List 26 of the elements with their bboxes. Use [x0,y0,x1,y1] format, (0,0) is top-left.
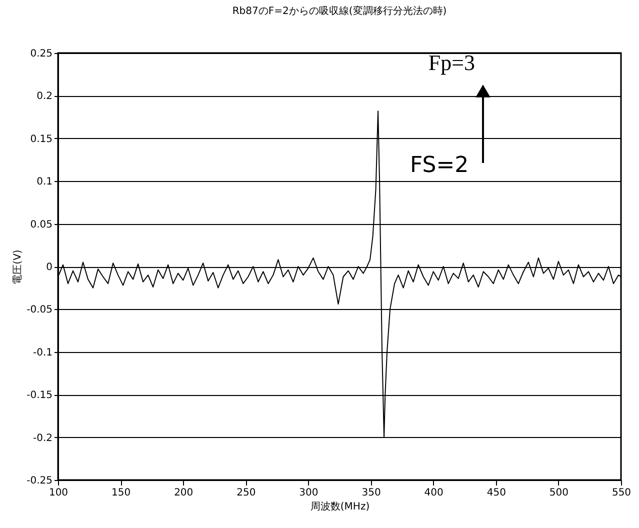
y-axis-title: 電圧(V) [12,250,24,284]
y-tick-label: -0.15 [26,390,52,402]
y-tick-label: -0.2 [32,432,52,444]
x-tick-label: 500 [549,488,568,498]
y-tick-label: 0.15 [30,134,52,145]
annotation: Fp=3 [428,50,475,75]
y-tick-label: 0.2 [36,91,52,102]
y-tick-label: 0.25 [30,48,52,60]
x-tick-label: 150 [112,488,131,498]
x-tick-label: 550 [612,488,632,498]
y-tick-label: 0 [46,262,52,273]
y-tick-label: -0.1 [32,347,52,358]
x-tick-label: 250 [236,488,256,498]
x-tick-label: 100 [48,488,68,498]
x-axis-title: 周波数(MHz) [310,500,370,512]
y-tick-label: -0.25 [26,476,52,486]
x-tick-label: 300 [299,488,318,498]
annotation: FS=2 [410,153,469,178]
x-tick-label: 200 [174,488,194,498]
x-tick-label: 400 [424,488,444,498]
y-tick-label: 0.05 [30,219,52,230]
y-tick-label: -0.05 [26,304,52,316]
x-tick-label: 450 [486,488,506,498]
chart-title: Rb87のF=2からの吸収線(変調移行分光法の時) [232,5,447,17]
y-tick-label: 0.1 [36,176,52,188]
x-tick-label: 350 [362,488,381,498]
